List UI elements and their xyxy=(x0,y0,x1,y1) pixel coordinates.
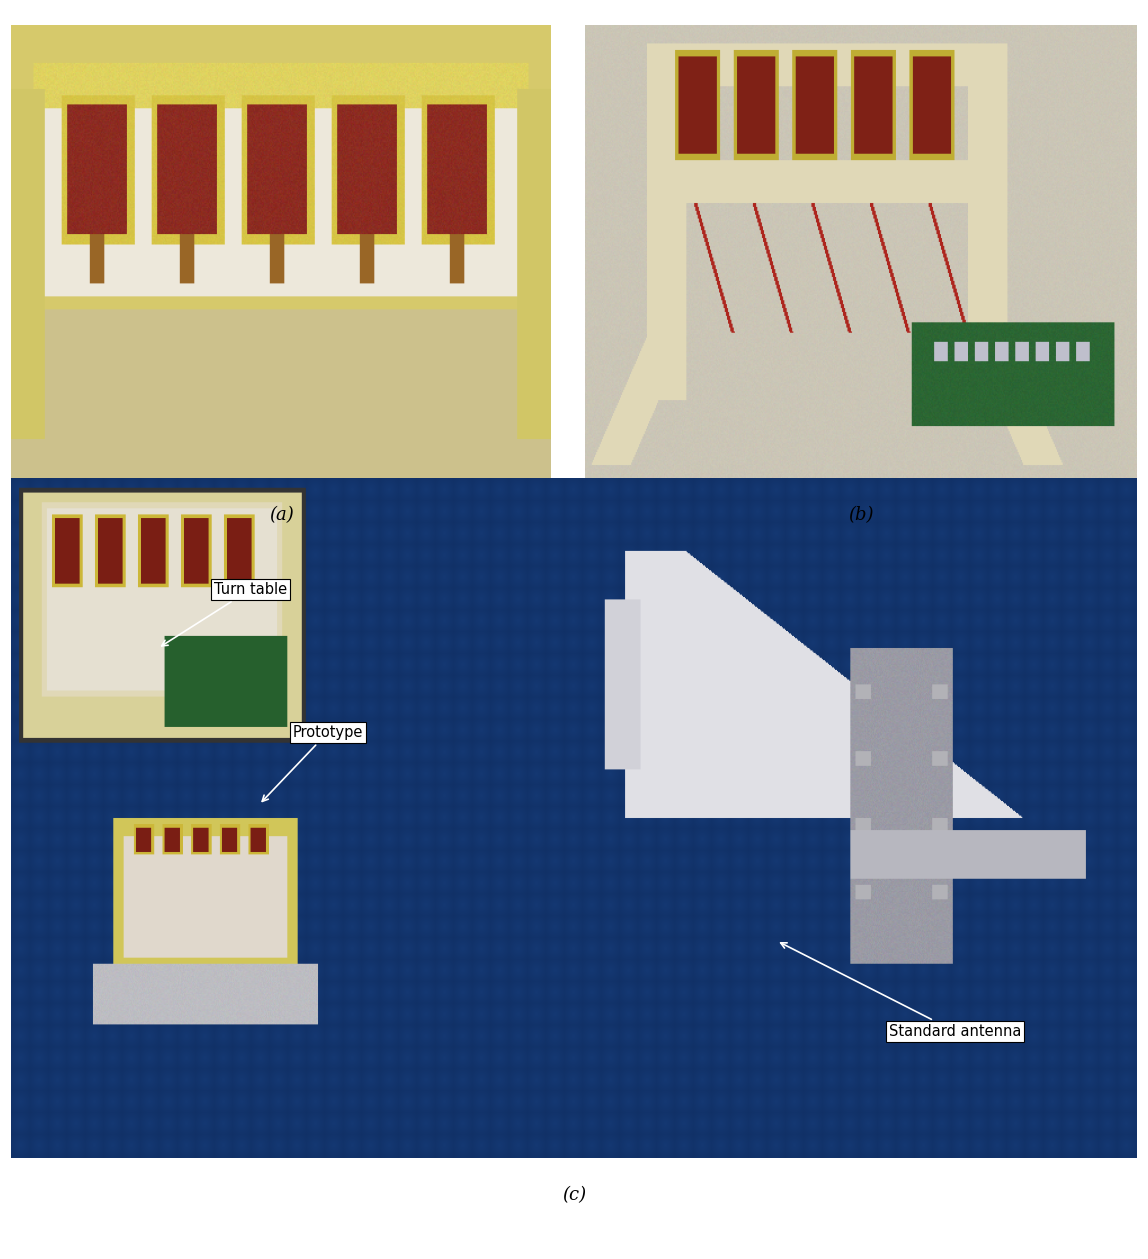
Text: (b): (b) xyxy=(848,506,874,524)
Text: Prototype: Prototype xyxy=(262,725,363,802)
Text: (a): (a) xyxy=(269,506,294,524)
Text: Standard antenna: Standard antenna xyxy=(781,943,1022,1039)
Text: (c): (c) xyxy=(561,1186,587,1204)
Text: Turn table: Turn table xyxy=(162,582,287,646)
